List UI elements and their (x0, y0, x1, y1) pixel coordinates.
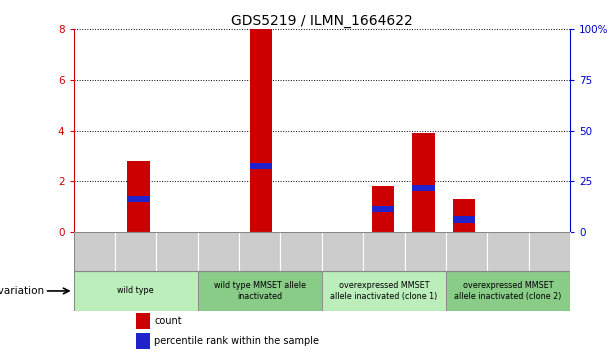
Text: wild type MMSET allele
inactivated: wild type MMSET allele inactivated (214, 281, 306, 301)
Bar (413, 184, 435, 191)
Text: wild type: wild type (117, 286, 154, 295)
Bar (128, 196, 150, 202)
Bar (371, 206, 394, 212)
Bar (249, 29, 272, 232)
Bar (446, 232, 487, 272)
Bar (249, 163, 272, 169)
Bar (74, 232, 115, 272)
Bar (363, 232, 405, 272)
Bar (74, 232, 570, 272)
Bar (371, 187, 394, 232)
Bar (239, 232, 281, 272)
Bar (115, 232, 156, 272)
Bar (487, 232, 528, 272)
Text: genotype/variation: genotype/variation (0, 286, 45, 296)
Bar (197, 272, 322, 311)
Text: overexpressed MMSET
allele inactivated (clone 1): overexpressed MMSET allele inactivated (… (330, 281, 438, 301)
Bar (135, 333, 150, 349)
Bar (197, 232, 239, 272)
Bar (74, 272, 570, 311)
Text: percentile rank within the sample: percentile rank within the sample (154, 336, 319, 346)
Bar (281, 232, 322, 272)
Bar (156, 232, 197, 272)
Bar (453, 199, 476, 232)
Bar (405, 232, 446, 272)
Bar (413, 133, 435, 232)
Bar (453, 216, 476, 223)
Bar (446, 272, 570, 311)
Bar (74, 272, 197, 311)
Bar (528, 232, 570, 272)
Bar (322, 272, 446, 311)
Text: count: count (154, 317, 182, 326)
Title: GDS5219 / ILMN_1664622: GDS5219 / ILMN_1664622 (231, 14, 413, 28)
Text: overexpressed MMSET
allele inactivated (clone 2): overexpressed MMSET allele inactivated (… (454, 281, 562, 301)
Bar (128, 161, 150, 232)
Bar (135, 314, 150, 329)
Bar (322, 232, 363, 272)
